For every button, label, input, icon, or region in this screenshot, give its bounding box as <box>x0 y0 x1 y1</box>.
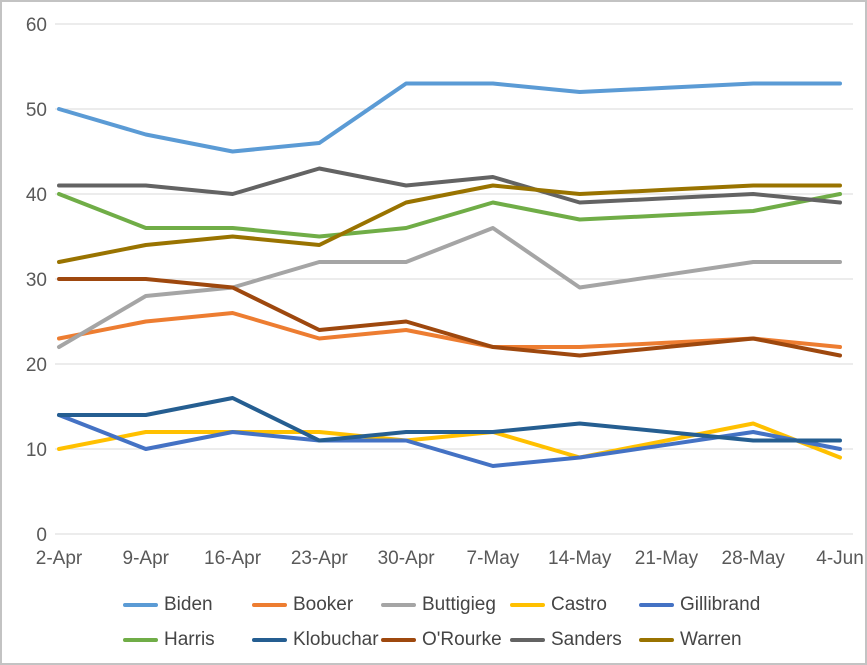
y-axis-tick-label: 60 <box>26 15 47 36</box>
y-axis-tick-label: 20 <box>26 355 47 376</box>
legend-line-marker-biden <box>123 602 158 607</box>
y-axis-tick-label: 50 <box>26 100 47 121</box>
legend-label: Warren <box>680 629 742 650</box>
series-line-biden <box>57 81 842 154</box>
chart-legend: Biden Booker Buttigieg Castro Gillibrand Har… <box>2 587 865 657</box>
series-line-castro <box>57 421 842 460</box>
legend-line-marker-warren <box>639 637 674 642</box>
legend-row-1: Biden Booker Buttigieg Castro Gillibrand <box>2 587 865 622</box>
legend-label: Gillibrand <box>680 594 761 615</box>
legend-line-marker-castro <box>510 602 545 607</box>
y-axis-tick-label: 10 <box>26 440 47 461</box>
series-line-o-rourke <box>57 277 842 358</box>
series-line-buttigieg <box>57 226 842 349</box>
legend-item-warren: Warren <box>629 630 758 649</box>
x-axis-tick-label: 28-May <box>722 548 786 569</box>
legend-item-booker: Booker <box>242 595 371 614</box>
series-line-sanders <box>57 166 842 205</box>
legend-label: Biden <box>164 594 213 615</box>
legend-item-o-rourke: O'Rourke <box>371 629 502 650</box>
legend-line-marker-klobuchar <box>252 637 287 642</box>
legend-item-gillibrand: Gillibrand <box>629 594 761 615</box>
x-axis-tick-label: 7-May <box>467 548 520 569</box>
series-line-harris <box>57 192 842 239</box>
legend-item-biden: Biden <box>113 595 242 614</box>
y-axis-tick-label: 40 <box>26 185 47 206</box>
legend-item-castro: Castro <box>500 595 629 614</box>
line-chart-plot-area: 0 10 20 30 40 50 60 2-Apr 9-Apr 16-Apr 23-Apr 30-Ap… <box>26 15 864 569</box>
x-axis-tick-label: 2-Apr <box>36 548 83 569</box>
legend-item-sanders: Sanders <box>500 630 629 649</box>
y-axis-tick-label: 30 <box>26 270 47 291</box>
x-axis-tick-label: 4-Jun <box>816 548 864 569</box>
legend-label: Booker <box>293 594 354 615</box>
legend-label: O'Rourke <box>422 629 502 650</box>
series-line-warren <box>57 183 842 264</box>
legend-line-marker-booker <box>252 602 287 607</box>
x-axis-tick-label: 9-Apr <box>123 548 170 569</box>
legend-item-buttigieg: Buttigieg <box>371 595 500 614</box>
x-axis-tick-label: 16-Apr <box>204 548 262 569</box>
x-axis-tick-label: 30-Apr <box>378 548 436 569</box>
legend-line-marker-sanders <box>510 637 545 642</box>
x-axis-tick-label: 21-May <box>635 548 699 569</box>
legend-item-harris: Harris <box>113 630 242 649</box>
legend-line-marker-buttigieg <box>381 602 416 607</box>
legend-line-marker-gillibrand <box>639 602 674 607</box>
series-line-gillibrand <box>57 413 842 468</box>
x-axis-tick-label: 14-May <box>548 548 612 569</box>
legend-line-marker-harris <box>123 637 158 642</box>
legend-label: Castro <box>551 594 607 615</box>
legend-row-2: Harris Klobuchar O'Rourke Sanders Warren <box>2 622 865 657</box>
x-axis-tick-label: 23-Apr <box>291 548 349 569</box>
series-line-klobuchar <box>57 396 842 443</box>
legend-item-klobuchar: Klobuchar <box>242 630 379 649</box>
legend-label: Sanders <box>551 629 622 650</box>
legend-line-marker-o-rourke <box>381 637 416 642</box>
y-axis-tick-label: 0 <box>36 525 47 546</box>
legend-label: Harris <box>164 629 215 650</box>
legend-label: Buttigieg <box>422 594 496 615</box>
series-line-booker <box>57 311 842 349</box>
legend-label: Klobuchar <box>293 629 379 650</box>
